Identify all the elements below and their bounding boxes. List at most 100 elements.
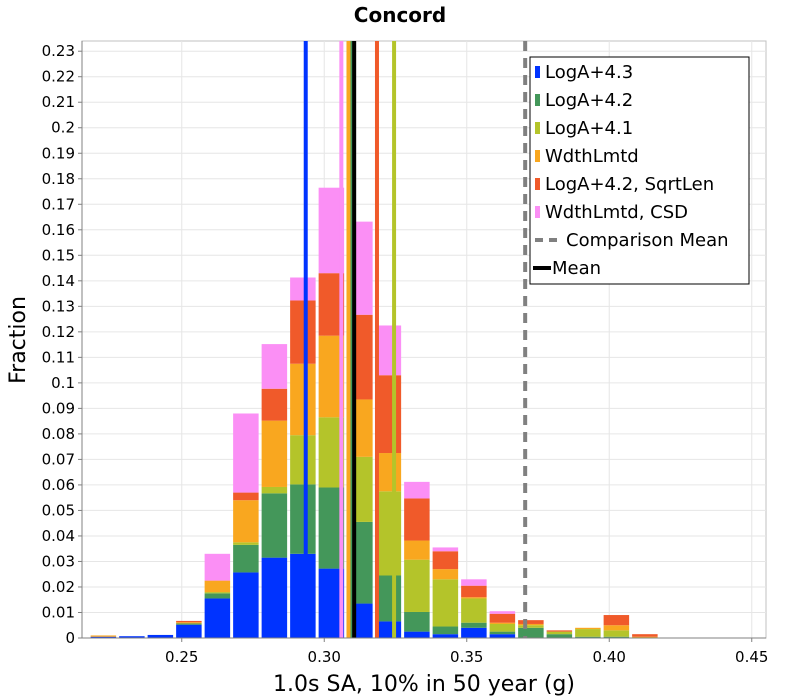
y-tick-label: 0 [65, 629, 75, 647]
y-tick-label: 0.02 [42, 578, 75, 596]
legend-label: Comparison Mean [566, 230, 729, 251]
y-tick-label: 0.08 [42, 425, 75, 443]
bar-segment [176, 624, 202, 638]
bar-segment [233, 544, 259, 573]
bar-segment [290, 553, 316, 638]
y-tick-label: 0.11 [42, 348, 75, 366]
bar-segment [603, 636, 630, 638]
bar-segment [261, 344, 288, 389]
bar-segment [261, 557, 288, 638]
bar-segment [404, 481, 430, 499]
legend-label: LogA+4.2 [545, 90, 633, 111]
bar-segment [290, 435, 316, 485]
bar-segment [489, 623, 516, 632]
bar-segment [404, 611, 430, 632]
y-tick-label: 0.05 [42, 501, 75, 519]
x-tick-label: 0.40 [593, 648, 626, 666]
bar-segment [575, 636, 601, 638]
bar-segment [261, 486, 288, 494]
y-tick-label: 0.19 [42, 144, 75, 162]
bar-segment [404, 559, 430, 612]
legend-label: WdthLmtd, CSD [545, 202, 688, 223]
bar-segment [432, 547, 459, 552]
bar-segment [489, 611, 516, 614]
bar-segment [375, 491, 402, 576]
y-tick-label: 0.16 [42, 221, 75, 239]
x-tick-label: 0.30 [308, 648, 341, 666]
bar-segment [204, 580, 231, 593]
x-axis-title: 1.0s SA, 10% in 50 year (g) [273, 672, 575, 697]
y-tick-label: 0.17 [42, 195, 75, 213]
y-tick-label: 0.04 [42, 527, 75, 545]
y-tick-label: 0.06 [42, 476, 75, 494]
bar-segment [204, 598, 231, 638]
bar-segment [603, 630, 630, 637]
axes: 0 0.01 0.02 0.03 0.04 0.05 0.06 0.07 0.08 0.09 0.1… [42, 41, 768, 666]
bar-segment [233, 572, 259, 638]
legend-swatch [535, 150, 540, 162]
bar-segment [461, 585, 487, 598]
bar-segment [518, 623, 544, 626]
bar-segment [204, 592, 231, 594]
bar-segment [290, 277, 316, 301]
y-tick-label: 0.13 [42, 297, 75, 315]
bar-segment [290, 300, 316, 364]
bar-segment [176, 620, 202, 623]
legend-label: LogA+4.3 [545, 62, 633, 83]
bar-segment [461, 579, 487, 586]
bar-segment [518, 620, 544, 624]
bar-segment [489, 631, 516, 635]
bar-segment [176, 623, 202, 625]
bar-segment [432, 634, 459, 638]
bar-segment [489, 622, 516, 624]
bar-segment [375, 575, 402, 622]
bar-segment [575, 629, 601, 637]
bar-segment [546, 631, 573, 635]
y-axis-title: Fraction [6, 296, 31, 384]
bar-segment [489, 634, 516, 638]
bar-segment [632, 634, 658, 637]
bar-segment [261, 420, 288, 487]
legend-swatch [535, 66, 540, 78]
bar-segment [461, 627, 487, 638]
legend-box [529, 56, 750, 285]
bar-segment [404, 540, 430, 560]
bar-segment [404, 498, 430, 541]
legend: LogA+4.3 LogA+4.2 LogA+4.1 WdthLmtd LogA+4.2… [529, 56, 750, 285]
bar-segment [546, 630, 573, 632]
bar-segment [233, 413, 259, 493]
bar-segment [461, 622, 487, 628]
x-tick-label: 0.45 [735, 648, 768, 666]
x-tick-label: 0.25 [165, 648, 198, 666]
bar-segment [489, 613, 516, 623]
bar-segment [375, 325, 402, 376]
bar-segment [603, 625, 630, 631]
y-tick-label: 0.23 [42, 42, 75, 60]
bar-segment [119, 636, 145, 638]
bar-segment [233, 500, 259, 543]
legend-swatch [535, 122, 540, 134]
bar-segment [632, 636, 658, 638]
bar-segment [375, 621, 402, 638]
x-tick-label: 0.35 [450, 648, 483, 666]
y-tick-label: 0.01 [42, 603, 75, 621]
legend-swatch [535, 178, 540, 190]
legend-swatch [535, 206, 540, 218]
bar-segment [176, 622, 202, 624]
bar-segment [432, 551, 459, 570]
bar-segment [603, 615, 630, 626]
bar-segment [233, 492, 259, 501]
bar-segment [147, 634, 174, 638]
bar-segment [432, 626, 459, 635]
y-tick-label: 0.22 [42, 68, 75, 86]
y-tick-label: 0.14 [42, 272, 75, 290]
bar-segment [204, 593, 231, 599]
y-tick-label: 0.03 [42, 552, 75, 570]
bar-segment [546, 634, 573, 638]
legend-label: Mean [552, 258, 601, 279]
bar-segment [404, 631, 430, 638]
y-tick-label: 0.21 [42, 93, 75, 111]
bar-segment [461, 597, 487, 599]
bar-segment [461, 598, 487, 623]
